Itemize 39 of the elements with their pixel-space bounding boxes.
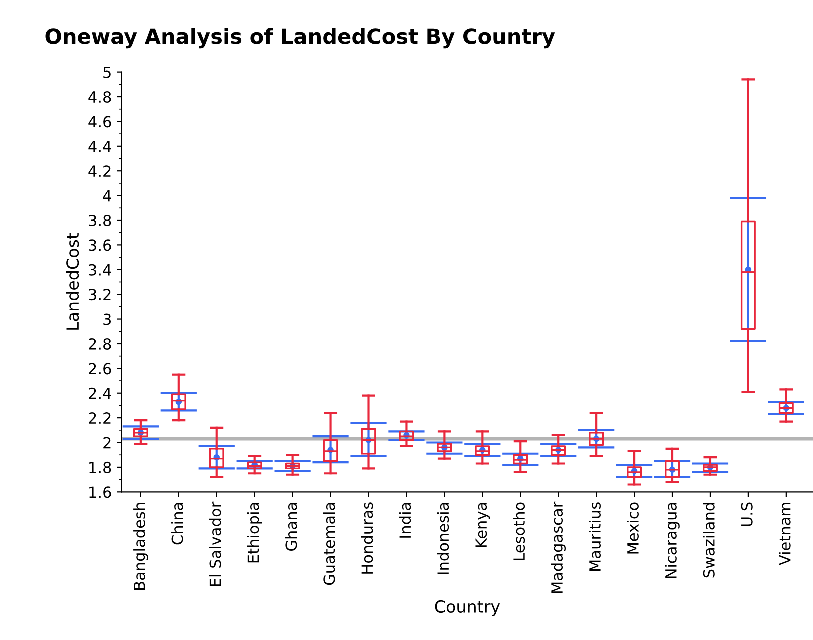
y-tick-label: 3.6 — [89, 240, 112, 252]
y-tick-label: 2 — [104, 437, 111, 449]
x-tick-label: Indonesia — [437, 503, 450, 574]
x-tick-label: Ghana — [285, 503, 298, 551]
y-tick-label: 2.2 — [89, 412, 111, 424]
y-tick-label: 4 — [103, 190, 112, 202]
y-tick-label: 3.4 — [89, 264, 112, 276]
chart-title: Oneway Analysis of LandedCost By Country — [46, 28, 556, 49]
x-tick-label: Bangladesh — [134, 503, 148, 590]
y-tick-label: 3.8 — [89, 214, 112, 227]
y-tick-label: 1.6 — [90, 486, 112, 498]
y-tick-label: 4.2 — [88, 166, 111, 177]
x-tick-label: U.S — [741, 502, 753, 526]
y-tick-label: 1.8 — [90, 462, 112, 474]
x-tick-label: El Salvador — [209, 502, 222, 586]
y-tick-label: 2.4 — [89, 388, 112, 400]
x-tick-label: Ethiopia — [247, 503, 262, 563]
y-axis-title: LandedCost — [66, 233, 80, 330]
x-tick-label: Lesotho — [513, 502, 526, 560]
y-tick-label: 4.4 — [88, 141, 112, 152]
y-tick-label: 4.6 — [88, 116, 112, 128]
x-tick-label: Nicaragua — [665, 503, 680, 578]
x-axis-title: Country — [435, 600, 500, 616]
y-tick-label: 3 — [104, 314, 112, 326]
y-tick-label: 2.6 — [89, 363, 112, 375]
x-tick-label: Swaziland — [703, 503, 715, 578]
x-tick-label: China — [172, 503, 184, 545]
x-tick-label: Mexico — [627, 502, 639, 554]
y-tick-label: 4.8 — [88, 91, 112, 104]
x-tick-label: Mauritius — [589, 502, 602, 572]
x-tick-label: India — [399, 503, 412, 538]
y-tick-label: 5 — [104, 66, 111, 78]
y-tick-label: 3.2 — [89, 289, 111, 301]
y-tick-label: 2.8 — [89, 338, 112, 350]
x-tick-label: Madagascar — [551, 502, 566, 594]
x-tick-label: Vietnam — [779, 503, 791, 566]
x-tick-label: Guatemala — [323, 503, 336, 586]
x-tick-label: Honduras — [361, 502, 374, 574]
x-tick-label: Kenya — [476, 503, 490, 548]
